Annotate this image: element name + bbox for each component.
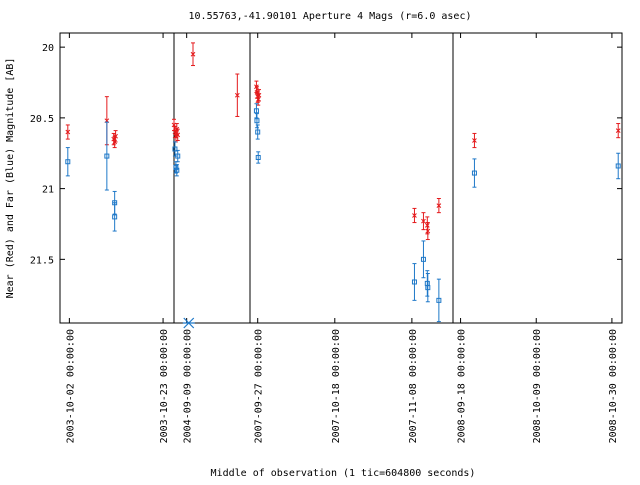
data-point-blue bbox=[420, 256, 426, 262]
x-tick-label: 2008-09-18 00:00:00 bbox=[457, 329, 468, 443]
data-point-blue bbox=[255, 129, 261, 135]
data-point-red bbox=[615, 128, 621, 133]
y-tick-label: 20.5 bbox=[30, 114, 54, 125]
plot-frame bbox=[59, 32, 623, 324]
y-tick-label: 21.5 bbox=[30, 255, 54, 266]
y-tick-label: 21 bbox=[42, 185, 54, 196]
data-point-red bbox=[412, 213, 417, 218]
x-tick-label: 2007-10-18 00:00:00 bbox=[331, 329, 342, 443]
data-point-blue bbox=[253, 108, 259, 114]
x-tick-label: 2004-09-09 00:00:00 bbox=[183, 329, 194, 443]
x-tick-label: 2007-09-27 00:00:00 bbox=[254, 329, 265, 443]
data-point-red bbox=[175, 132, 181, 138]
chart-title: 10.55763,-41.90101 Aperture 4 Mags (r=6.… bbox=[189, 11, 472, 22]
x-axis-label: Middle of observation (1 tic=604800 seco… bbox=[211, 468, 476, 479]
asterisk-marker bbox=[182, 317, 195, 329]
data-point-red bbox=[190, 51, 196, 57]
y-tick-label: 20 bbox=[42, 43, 54, 54]
data-point-blue bbox=[436, 297, 442, 303]
data-point-blue bbox=[255, 154, 261, 160]
data-point-red bbox=[113, 133, 118, 139]
data-point-blue bbox=[112, 214, 118, 220]
data-point-blue bbox=[173, 164, 179, 170]
data-point-blue bbox=[471, 170, 477, 176]
plot-area: 20 20.5 21 21.5 2003-10-02 00:00:00 2003-10-2… bbox=[30, 32, 623, 443]
data-point-red bbox=[472, 138, 477, 143]
y-axis-label: Near (Red) and Far (Blue) Magnitude [AB] bbox=[5, 58, 16, 299]
data-point-red bbox=[425, 228, 431, 234]
data-point-red bbox=[424, 223, 430, 228]
data-point-blue bbox=[411, 279, 417, 285]
data-point-red bbox=[65, 129, 71, 135]
data-point-blue bbox=[172, 146, 178, 152]
data-point-red bbox=[421, 218, 426, 224]
data-point-blue bbox=[174, 167, 180, 173]
data-point-blue bbox=[175, 153, 181, 159]
data-point-red bbox=[436, 203, 442, 208]
data-point-blue bbox=[254, 118, 260, 124]
x-tick-label: 2003-10-02 00:00:00 bbox=[65, 329, 76, 443]
data-point-blue bbox=[65, 159, 71, 165]
data-point-red bbox=[234, 92, 240, 98]
x-tick-label: 2003-10-23 00:00:00 bbox=[159, 329, 170, 443]
data-point-blue bbox=[425, 285, 431, 291]
data-point-red bbox=[256, 92, 262, 98]
data-point-blue bbox=[104, 153, 110, 159]
x-tick-label: 2008-10-09 00:00:00 bbox=[532, 329, 543, 443]
x-tick-label: 2008-10-30 00:00:00 bbox=[608, 329, 619, 443]
data-point-blue bbox=[615, 163, 621, 169]
x-tick-label: 2007-11-08 00:00:00 bbox=[408, 329, 419, 443]
